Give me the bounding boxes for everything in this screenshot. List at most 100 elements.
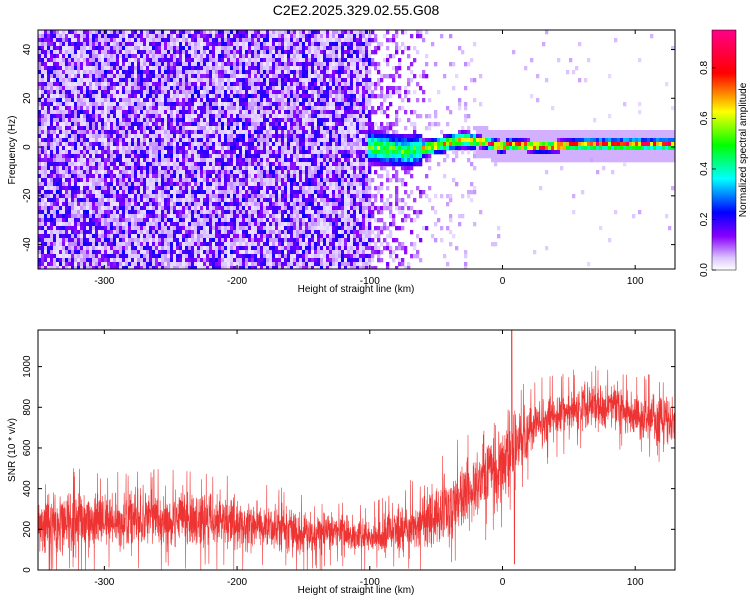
spectrogram-cell: [44, 202, 48, 207]
spectrogram-cell: [143, 122, 147, 127]
spectrogram-cell: [176, 262, 180, 267]
spectrogram-cell: [215, 186, 219, 191]
spectrogram-cell: [119, 94, 123, 99]
spectrogram-cell: [245, 250, 249, 255]
spectrogram-cell: [188, 258, 192, 263]
spectrogram-cell: [281, 170, 285, 175]
spectrogram-cell: [215, 146, 219, 151]
spectrogram-cell: [257, 42, 261, 47]
spectrogram-cell: [200, 166, 204, 171]
spectrogram-cell: [242, 82, 246, 87]
spectrogram-cell: [110, 106, 114, 111]
spectrogram-cell: [95, 266, 99, 269]
spectrogram-cell: [107, 106, 111, 111]
spectrogram-cell: [239, 194, 243, 199]
spectrogram-cell: [257, 98, 261, 103]
spectrogram-cell: [179, 190, 183, 195]
spectrogram-cell: [125, 134, 129, 139]
spectrogram-cell: [143, 74, 147, 79]
spectrogram-cell: [50, 230, 54, 235]
spectrogram-cell: [260, 206, 264, 211]
spectrogram-cell: [110, 58, 114, 63]
spectrogram-cell: [173, 90, 177, 95]
spectrogram-cell: [227, 178, 231, 183]
spectrogram-cell: [149, 74, 153, 79]
spectrogram-cell: [212, 222, 216, 227]
spectrogram-cell: [101, 94, 105, 99]
spectrogram-cell: [263, 170, 267, 175]
spectrogram-cell: [80, 158, 84, 163]
spectrogram-cell: [185, 262, 189, 267]
spectrogram-cell: [218, 134, 222, 139]
spectrogram-cell: [227, 194, 231, 199]
spectrogram-cell: [182, 62, 186, 67]
spectrogram-cell: [83, 238, 87, 243]
spectrogram-cell: [284, 186, 288, 191]
spectrogram-cell: [194, 98, 198, 103]
spectrogram-cell: [200, 78, 204, 83]
spectrogram-cell: [50, 66, 54, 71]
spectrogram-cell: [122, 170, 126, 175]
spectrogram-cell: [119, 186, 123, 191]
spectrogram-cell: [137, 70, 141, 75]
spectrogram-cell: [263, 242, 267, 247]
spectrogram-cell: [188, 186, 192, 191]
spectrogram-cell: [92, 262, 96, 267]
spectrogram-cell: [287, 30, 291, 35]
spectrogram-cell: [278, 210, 282, 215]
spectrogram-cell: [176, 166, 180, 171]
spectrogram-cell: [239, 38, 243, 43]
spectrogram-cell: [164, 242, 168, 247]
spectrogram-cell: [128, 230, 132, 235]
spectrogram-cell: [164, 214, 168, 219]
spectrogram-cell: [212, 178, 216, 183]
spectrogram-cell: [185, 50, 189, 55]
spectrogram-cell: [263, 114, 267, 119]
spectrogram-cell: [149, 230, 153, 235]
spectrogram-cell: [53, 110, 57, 115]
spectrogram-cell: [56, 106, 60, 111]
spectrogram-cell: [65, 254, 69, 259]
spectrogram-cell: [245, 126, 249, 131]
spectrogram-cell: [98, 158, 102, 163]
spectrogram-cell: [221, 94, 225, 99]
spectrogram-cell: [89, 222, 93, 227]
spectrogram-cell: [92, 82, 96, 87]
spectrogram-cell: [158, 174, 162, 179]
spectrogram-cell: [152, 110, 156, 115]
spectrogram-cell: [143, 46, 147, 51]
spectrogram-cell: [98, 186, 102, 191]
spectrogram-cell: [101, 150, 105, 155]
spectrogram-cell: [236, 30, 240, 35]
spectrogram-cell: [107, 154, 111, 159]
spectrogram-cell: [170, 118, 174, 123]
spectrogram-cell: [269, 226, 273, 231]
spectrogram-cell: [191, 230, 195, 235]
spectrogram-cell: [71, 206, 75, 211]
spectrogram-cell: [41, 98, 45, 103]
spectrogram-cell: [143, 206, 147, 211]
spectrogram-cell: [137, 118, 141, 123]
spectrogram-cell: [200, 266, 204, 269]
spectrogram-cell: [269, 78, 273, 83]
spectrogram-cell: [149, 210, 153, 215]
spectrogram-cell: [233, 170, 237, 175]
spectrogram-cell: [59, 170, 63, 175]
spectrogram-cell: [218, 90, 222, 95]
spectrogram-cell: [137, 182, 141, 187]
spectrogram-cell: [197, 50, 201, 55]
spectrogram-cell: [74, 178, 78, 183]
spectrogram-cell: [176, 210, 180, 215]
spectrogram-cell: [260, 238, 264, 243]
spectrogram-cell: [101, 154, 105, 159]
spectrogram-cell: [173, 34, 177, 39]
spectrogram-cell: [278, 102, 282, 107]
spectrogram-cell: [191, 226, 195, 231]
spectrogram-cell: [53, 94, 57, 99]
spectrogram-cell: [260, 170, 264, 175]
spectrogram-cell: [167, 146, 171, 151]
spectrogram-cell: [140, 46, 144, 51]
spectrogram-cell: [176, 150, 180, 155]
spectrogram-cell: [92, 126, 96, 131]
spectrogram-cell: [227, 106, 231, 111]
